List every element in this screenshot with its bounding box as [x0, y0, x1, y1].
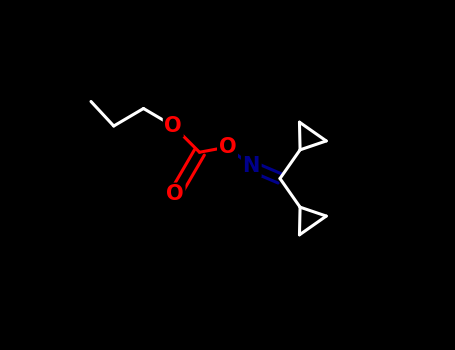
Text: O: O	[219, 137, 236, 157]
Text: O: O	[164, 116, 182, 136]
Text: N: N	[243, 156, 260, 176]
Text: O: O	[166, 184, 184, 204]
